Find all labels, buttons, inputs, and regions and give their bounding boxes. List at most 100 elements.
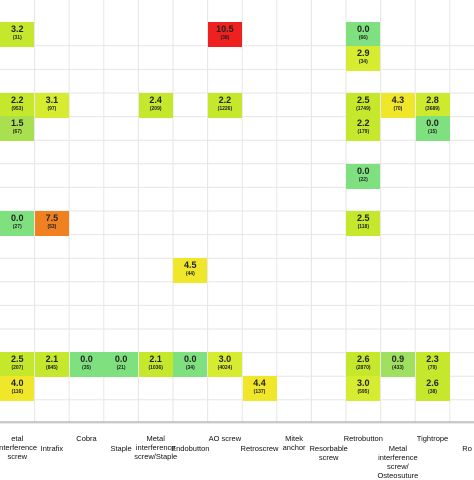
cell-value-label: 2.5 xyxy=(11,354,24,365)
cell-count-label: (31) xyxy=(12,35,22,41)
cell-value-label: 3.1 xyxy=(45,94,59,105)
heatmap-cell: 2.2 (1226) xyxy=(207,92,242,118)
cell-count-label: (209) xyxy=(149,105,162,112)
cell-count-label: (44) xyxy=(185,271,195,277)
cell-count-label: (2870) xyxy=(356,365,371,372)
heatmap-cell: 3.0 (4024) xyxy=(207,352,242,378)
cell-count-label: (27) xyxy=(12,223,22,230)
cell-value-label: 0.0 xyxy=(184,354,197,365)
cell-count-label: (38) xyxy=(220,35,230,41)
cell-value-label: 0.0 xyxy=(11,212,24,223)
heatmap-cell: 1.5 (67) xyxy=(0,116,35,142)
cell-count-label: (35) xyxy=(82,365,91,372)
cell-count-label: (1749) xyxy=(356,105,371,112)
cell-count-label: (137) xyxy=(253,389,266,395)
heatmap-cell: 4.0 (116) xyxy=(0,376,35,401)
x-tick-label: AO screw xyxy=(208,434,242,443)
cell-value-label: 7.5 xyxy=(45,212,59,223)
cell-count-label: (66) xyxy=(358,35,368,41)
cell-count-label: (118) xyxy=(357,223,369,230)
cell-count-label: (4024) xyxy=(217,365,233,372)
heatmap-cell: 3.0 (595) xyxy=(346,376,381,401)
cell-value-label: 3.0 xyxy=(218,354,232,365)
heatmap-cell: 2.9 (34) xyxy=(346,45,381,71)
heatmap-cell: 0.0 (15) xyxy=(415,116,450,142)
cell-value-label: 2.1 xyxy=(149,354,162,365)
x-tick-label: Retroscrew xyxy=(240,444,279,453)
cell-value-label: 2.6 xyxy=(426,378,439,388)
cell-count-label: (70) xyxy=(393,105,403,112)
x-tick-label: etal interference screw xyxy=(0,434,38,461)
cell-value-label: 4.5 xyxy=(184,260,197,270)
cell-value-label: 3.0 xyxy=(357,378,370,388)
x-tick-label: Ro xyxy=(462,444,472,453)
cell-count-label: (1036) xyxy=(148,365,163,372)
cell-count-label: (179) xyxy=(357,129,370,136)
cell-value-label: 0.0 xyxy=(357,24,370,34)
heatmap-cell: 2.1 (1036) xyxy=(138,352,173,378)
heatmap-cell: 2.4 (209) xyxy=(138,92,173,118)
heatmap-cell: 3.2 (31) xyxy=(0,22,35,47)
heatmap-cell: 10.5 (38) xyxy=(207,22,242,47)
heatmap-cell: 4.4 (137) xyxy=(242,376,277,401)
x-tick-label: Metal interference screw/Staple xyxy=(134,434,178,461)
x-tick-label: Metal interference screw/ Osteosuture xyxy=(377,444,419,480)
heatmap-cell: 2.6 (38) xyxy=(415,376,450,401)
cell-value-label: 10.5 xyxy=(216,24,234,34)
heatmap-cell: 2.2 (953) xyxy=(0,92,35,118)
cell-value-label: 4.3 xyxy=(391,94,405,105)
cell-value-label: 2.6 xyxy=(357,354,370,365)
cell-count-label: (38) xyxy=(428,389,437,395)
cell-count-label: (207) xyxy=(11,365,24,372)
cell-count-label: (97) xyxy=(47,105,57,112)
cell-value-label: 2.2 xyxy=(218,94,232,105)
x-tick-label: Retrobutton xyxy=(343,434,383,443)
heatmap-cell: 3.1 (97) xyxy=(34,92,69,118)
cell-value-label: 2.2 xyxy=(357,118,370,129)
heatmap-cell: 0.0 (66) xyxy=(346,22,381,47)
cell-count-label: (845) xyxy=(46,365,58,372)
x-tick-label: Cobra xyxy=(76,434,97,443)
cell-value-label: 0.0 xyxy=(114,354,128,365)
cell-count-label: (34) xyxy=(358,58,368,65)
heatmap-cell: 0.0 (27) xyxy=(0,210,35,236)
cell-value-label: 2.9 xyxy=(357,47,370,58)
cell-value-label: 2.4 xyxy=(149,94,162,105)
cell-value-label: 0.0 xyxy=(357,165,370,176)
heatmap-cell: 0.0 (22) xyxy=(346,163,381,189)
cell-count-label: (1226) xyxy=(217,105,233,112)
cell-value-label: 0.0 xyxy=(80,354,93,365)
cell-count-label: (953) xyxy=(11,105,24,112)
heatmap-cell: 2.5 (118) xyxy=(346,210,381,236)
x-tick-label: Staple xyxy=(110,444,132,453)
cell-value-label: 3.2 xyxy=(11,24,24,34)
x-tick-label: Resorbable screw xyxy=(309,444,348,462)
heatmap-cell: 4.5 (44) xyxy=(173,258,208,283)
x-tick-label: Tightrope xyxy=(416,434,449,443)
heatmap-cell: 2.1 (845) xyxy=(34,352,69,378)
cell-count-label: (15) xyxy=(428,129,437,136)
cell-value-label: 0.9 xyxy=(391,354,405,365)
cell-value-label: 4.4 xyxy=(253,378,266,388)
cell-value-label: 2.5 xyxy=(357,212,370,223)
heatmap-cell: 2.5 (207) xyxy=(0,352,35,378)
heatmap-cell: 0.0 (35) xyxy=(69,352,104,378)
heatmap-cell: 0.0 (34) xyxy=(173,352,208,378)
heatmap-cell: 4.3 (70) xyxy=(380,92,415,118)
cell-count-label: (79) xyxy=(428,365,437,372)
cell-value-label: 1.5 xyxy=(11,118,24,129)
cell-value-label: 0.0 xyxy=(426,118,439,129)
cell-value-label: 2.3 xyxy=(426,354,439,365)
cell-count-label: (3689) xyxy=(425,105,440,112)
cell-count-label: (53) xyxy=(47,223,57,230)
x-tick-label: Endobutton xyxy=(171,444,210,453)
cell-count-label: (21) xyxy=(116,365,126,372)
x-tick-label: Mitek anchor xyxy=(282,434,306,452)
heatmap-cell: 0.9 (433) xyxy=(380,352,415,378)
cell-count-label: (34) xyxy=(185,365,195,372)
cell-value-label: 2.1 xyxy=(45,354,59,365)
heatmap-cell: 2.6 (2870) xyxy=(346,352,381,378)
cell-count-label: (595) xyxy=(357,389,370,395)
heatmap-cell: 2.8 (3689) xyxy=(415,92,450,118)
